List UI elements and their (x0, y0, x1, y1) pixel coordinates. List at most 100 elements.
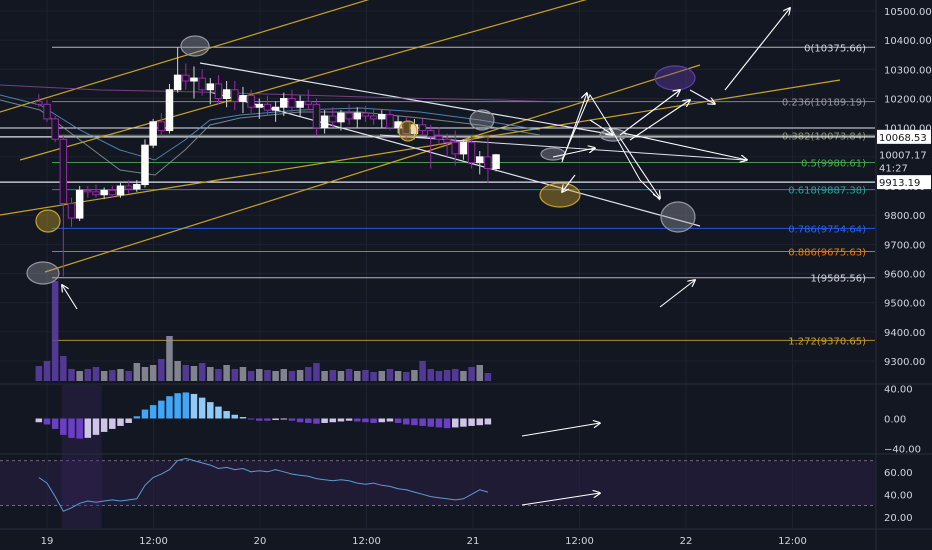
time-tick-label: 12:00 (352, 536, 381, 547)
volume-bar (43, 361, 51, 381)
macd-bar (215, 406, 222, 419)
candle-body (353, 112, 362, 120)
price-tag-bg (877, 129, 931, 144)
macd-bar (460, 418, 467, 427)
price-tick-label: 9700.00 (884, 240, 925, 251)
volume-bar (305, 367, 312, 381)
time-tick-label: 12:00 (778, 536, 807, 547)
macd-bar (419, 418, 426, 426)
macd-bar (231, 414, 239, 419)
candle-body (304, 100, 313, 105)
annotation-arrow (521, 493, 600, 506)
volume-bar (484, 373, 492, 381)
price-tick-label: 10200.00 (884, 95, 932, 106)
volume-bar (166, 336, 173, 381)
volume-bar (288, 371, 296, 381)
highlight-zone (61, 385, 102, 528)
macd-bar (370, 418, 377, 423)
candle-body (255, 103, 264, 108)
rsi-line (38, 457, 489, 512)
candle-body (141, 144, 149, 186)
channel-line (0, 79, 841, 216)
volume-bar (239, 367, 247, 381)
candle-body (116, 185, 125, 196)
volume-bar (190, 366, 198, 381)
volume-bar (100, 371, 108, 381)
candle-body (361, 112, 370, 117)
volume-bar (370, 372, 377, 381)
candle-body (239, 95, 247, 102)
candle-body (206, 83, 215, 91)
annotation-arrow (622, 132, 747, 160)
macd-bar (452, 418, 459, 428)
macd-bar (223, 411, 230, 419)
price-tag-label: 9913.19 (879, 178, 920, 189)
candle-body (190, 77, 198, 82)
price-tick-label: 10500.00 (884, 7, 932, 18)
macd-bar (313, 418, 320, 424)
fibonacci-levels: 0(10375.66)0.236(10189.19)0.382(10073.84… (0, 43, 875, 347)
trend-channels (0, 0, 875, 273)
candle-body (198, 77, 206, 91)
annotation-drawings (26, 8, 790, 506)
macd-bar (92, 418, 100, 435)
annotation-arrow (62, 285, 78, 310)
candle-body (84, 189, 92, 193)
macd-bar (84, 418, 92, 438)
macd-bar (100, 418, 108, 432)
volume-bar (223, 365, 230, 381)
rsi-tick-label: 40.00 (884, 490, 913, 501)
candle-body (214, 83, 223, 99)
macd-bar (411, 418, 418, 426)
volume-bar (207, 367, 214, 381)
volume-bar (296, 370, 304, 381)
fib-label: 0.886(9675.63) (788, 247, 866, 258)
macd-bar (109, 418, 116, 429)
rsi-tick-label: 60.00 (884, 468, 913, 479)
macd-bar (476, 418, 483, 426)
macd-bar (362, 418, 369, 423)
macd-bar (149, 405, 157, 419)
projection-path (561, 93, 661, 201)
candle-body (345, 112, 353, 120)
descending-channel-top (199, 62, 616, 136)
macd-bar (427, 418, 435, 427)
highlight-circle (398, 120, 418, 142)
rsi-overbought-oversold-band (0, 460, 875, 506)
candle-body (280, 98, 288, 108)
highlight-circle (660, 201, 696, 233)
volume-bar (386, 369, 394, 381)
candle-body (459, 141, 468, 155)
macd-bar (133, 416, 141, 419)
highlight-circle (654, 65, 696, 91)
candle-body (320, 115, 329, 129)
volume-bar (182, 365, 190, 381)
volume-bar (174, 361, 181, 381)
candle-body (484, 156, 492, 169)
volume-bar (329, 370, 337, 381)
macd-bar (117, 418, 124, 426)
candle-body (35, 100, 43, 105)
fib-label: 0(10375.66) (804, 43, 866, 54)
candle-body (165, 89, 174, 132)
macd-bar (296, 418, 304, 423)
fib-label: 0.618(9887.38) (788, 186, 866, 197)
volume-bar (92, 367, 100, 381)
grid-lines (0, 0, 875, 528)
volume-bar (443, 370, 451, 381)
macd-bar (484, 418, 492, 425)
volume-bar (215, 369, 222, 381)
macd-bar (256, 418, 263, 421)
macd-bar (264, 418, 271, 421)
volume-bar (378, 371, 386, 381)
price-tag-bg (877, 160, 931, 175)
volume-bar (158, 359, 165, 381)
candle-body (312, 103, 321, 129)
candle-body (173, 74, 182, 91)
candle-body (271, 106, 280, 111)
time-axis[interactable]: 19 12:00 20 12:00 21 12:00 22 12:00 (41, 536, 807, 547)
price-tags: 10068.53 10007.17 41:27 9913.19 (877, 129, 931, 190)
macd-bar (378, 418, 386, 423)
